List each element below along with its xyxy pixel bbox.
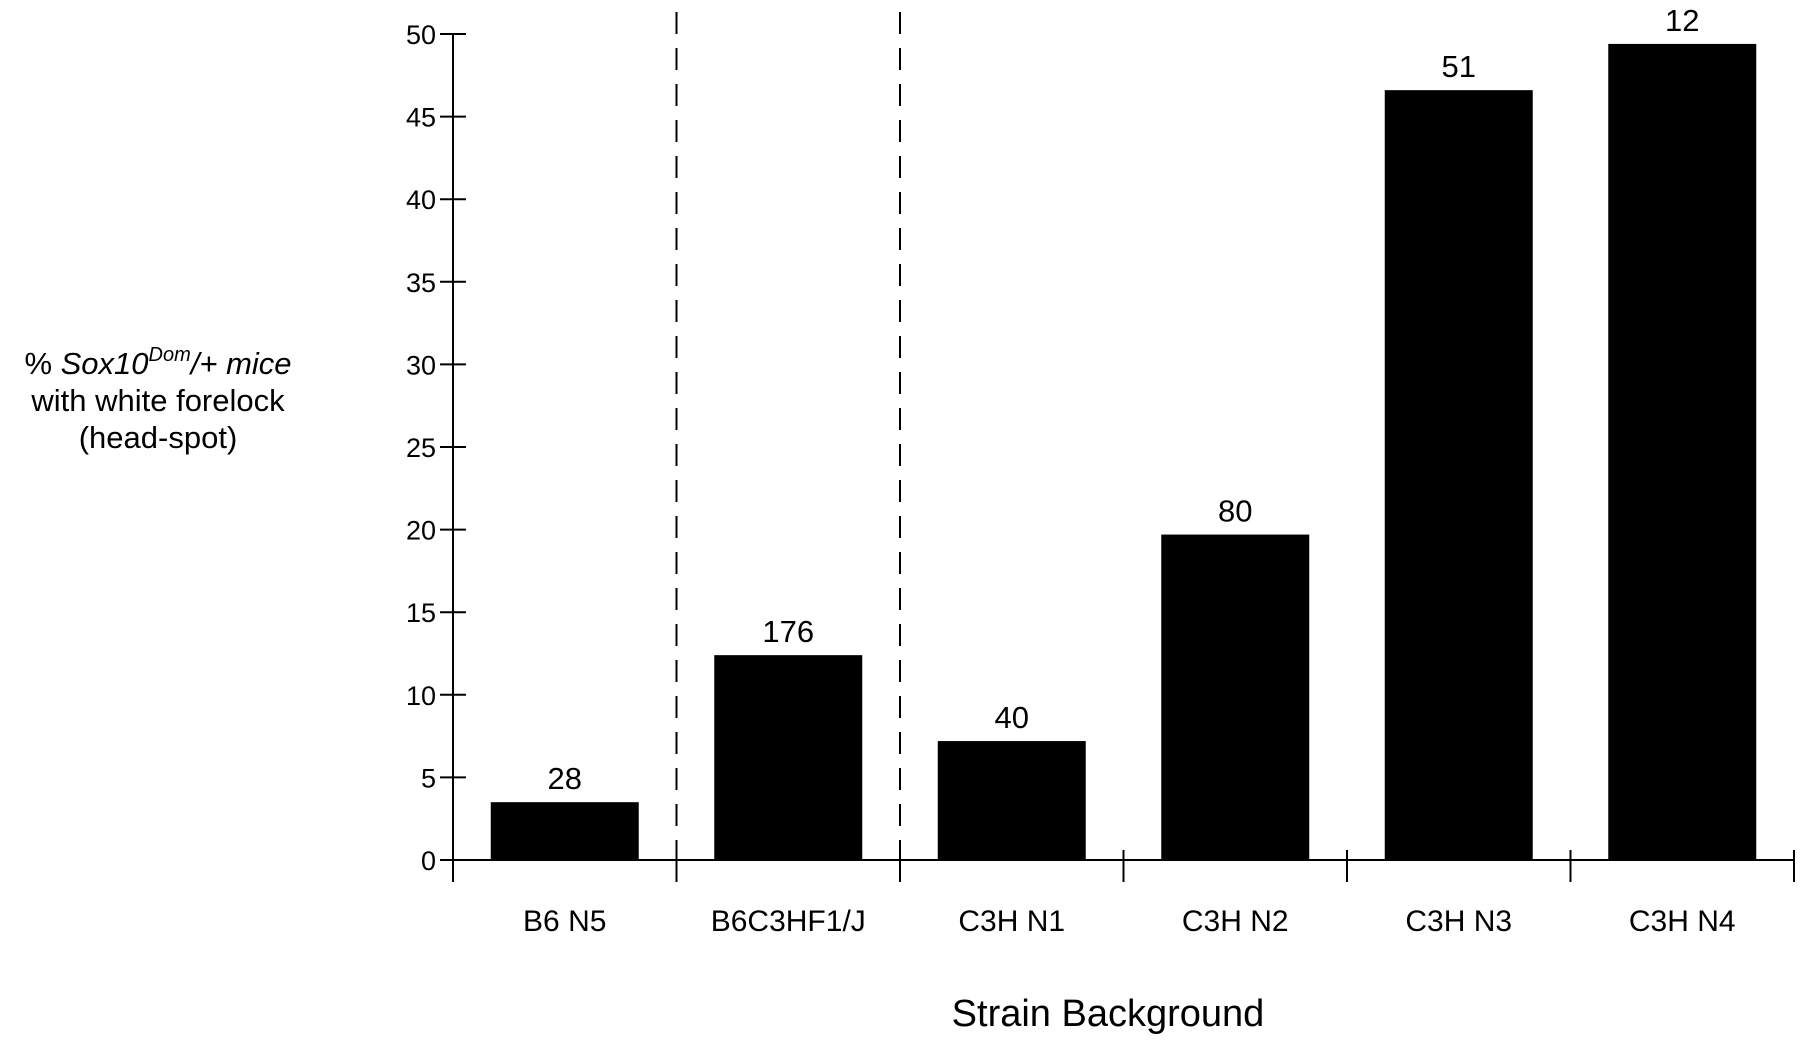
bar-count-label: 80: [1218, 494, 1252, 529]
y-tick-label: 15: [406, 598, 436, 628]
x-category-label: C3H N2: [1182, 905, 1289, 938]
y-tick-label: 10: [406, 681, 436, 711]
bar: [490, 802, 639, 860]
x-category-label: C3H N3: [1405, 905, 1512, 938]
y-tick-label: 45: [406, 103, 436, 133]
bar-count-label: 28: [548, 761, 582, 796]
y-tick-label: 0: [421, 846, 436, 876]
y-tick-label: 20: [406, 516, 436, 546]
y-axis-label-prefix: %: [24, 346, 61, 381]
y-tick-label: 50: [406, 20, 436, 50]
y-axis-label-suffix: /+ mice: [190, 346, 292, 381]
x-category-label: C3H N1: [958, 905, 1065, 938]
y-tick-label: 35: [406, 268, 436, 298]
x-category-label: C3H N4: [1629, 905, 1736, 938]
bar-count-label: 51: [1442, 49, 1476, 84]
bar: [1608, 43, 1757, 861]
bar: [937, 741, 1086, 860]
bar: [1384, 90, 1533, 861]
y-tick-label: 25: [406, 433, 436, 463]
x-axis-label: Strain Background: [951, 993, 1265, 1035]
y-tick-label: 40: [406, 185, 436, 215]
y-axis-label-line2: with white forelock: [31, 383, 285, 418]
y-tick-label: 5: [421, 763, 436, 793]
bar: [714, 655, 863, 860]
y-tick-label: 30: [406, 350, 436, 380]
x-category-label: B6C3HF1/J: [711, 905, 866, 938]
y-axis-label-superscript: Dom: [148, 344, 191, 366]
bar: [1161, 534, 1310, 860]
bar-count-label: 12: [1665, 3, 1699, 38]
bar-count-label: 40: [995, 700, 1029, 735]
bar-count-label: 176: [762, 614, 814, 649]
y-axis-label-gene: Sox10: [60, 346, 149, 381]
x-category-label: B6 N5: [523, 905, 606, 938]
y-axis-label-line3: (head-spot): [78, 420, 238, 455]
y-axis-label: % Sox10Dom/+ mice with white forelock (h…: [0, 345, 316, 456]
y-axis-label-line1: % Sox10Dom/+ mice: [0, 345, 316, 382]
